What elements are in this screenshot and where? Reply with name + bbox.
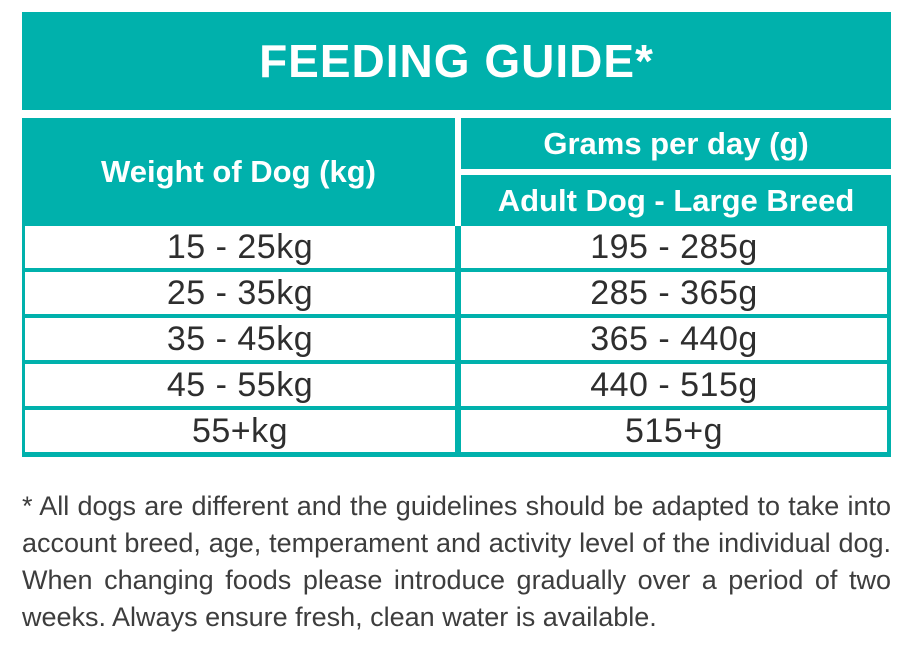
table-row: 55+kg 515+g (25, 410, 887, 457)
page-title: FEEDING GUIDE* (259, 35, 654, 87)
weight-cell: 35 - 45kg (166, 319, 314, 358)
weight-cell: 25 - 35kg (166, 273, 314, 312)
weight-cell: 15 - 25kg (166, 227, 314, 266)
table-body: 15 - 25kg 195 - 285g 25 - 35kg 285 - 365… (22, 226, 891, 457)
table-row: 15 - 25kg 195 - 285g (25, 226, 887, 272)
feeding-guide-table: Weight of Dog (kg) Grams per day (g) Adu… (22, 118, 891, 457)
title-band: FEEDING GUIDE* (22, 12, 891, 110)
column-divider (455, 364, 461, 406)
grams-cell: 440 - 515g (590, 365, 758, 404)
column-divider (455, 272, 461, 314)
table-row: 45 - 55kg 440 - 515g (25, 364, 887, 410)
column-divider (455, 318, 461, 360)
grams-cell: 285 - 365g (590, 273, 758, 312)
adult-dog-large-breed-header: Adult Dog - Large Breed (497, 182, 855, 218)
grams-cell: 195 - 285g (590, 227, 758, 266)
column-divider (455, 410, 461, 452)
header-column-divider (455, 118, 461, 226)
weight-cell: 55+kg (191, 411, 289, 450)
weight-of-dog-header: Weight of Dog (kg) (101, 154, 376, 189)
footnote-text: * All dogs are different and the guideli… (22, 491, 891, 632)
header-row-divider (461, 169, 891, 175)
table-row: 35 - 45kg 365 - 440g (25, 318, 887, 364)
grams-cell: 365 - 440g (590, 319, 758, 358)
column-divider (455, 226, 461, 268)
grams-header-group: Grams per day (g) Adult Dog - Large Bree… (461, 118, 891, 226)
table-header: Weight of Dog (kg) Grams per day (g) Adu… (22, 118, 891, 226)
table-row: 25 - 35kg 285 - 365g (25, 272, 887, 318)
grams-per-day-header: Grams per day (g) (543, 125, 809, 161)
grams-cell: 515+g (625, 411, 723, 450)
weight-cell: 45 - 55kg (166, 365, 314, 404)
